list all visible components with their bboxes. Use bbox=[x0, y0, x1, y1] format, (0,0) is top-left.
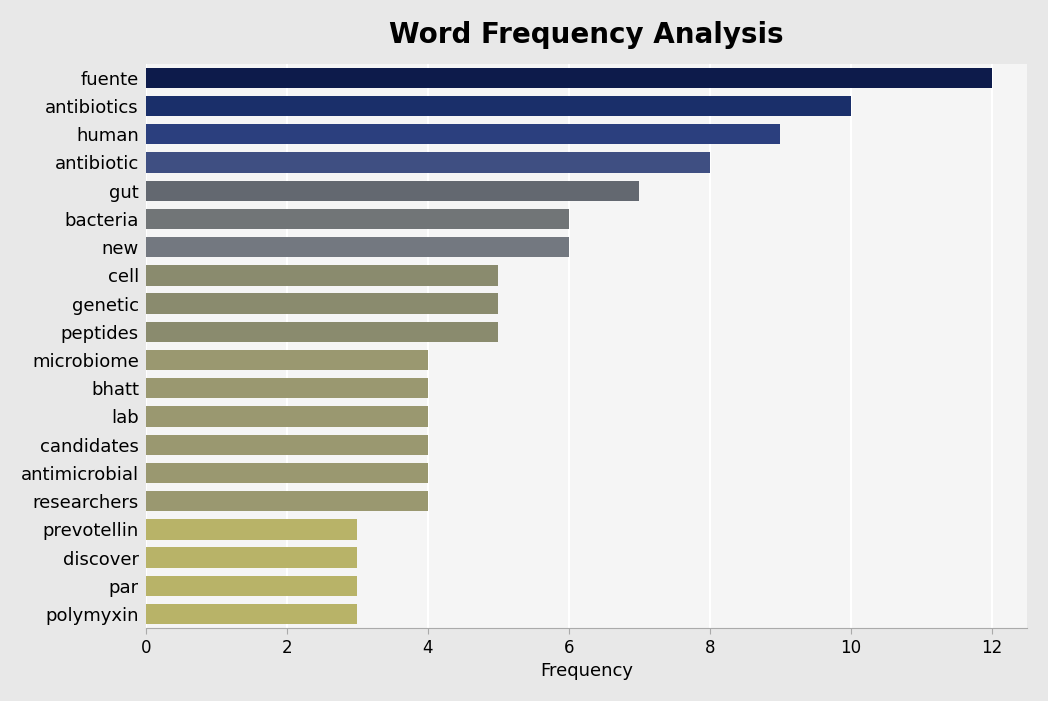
Bar bbox=[146, 463, 428, 483]
Bar bbox=[146, 576, 357, 596]
Bar bbox=[146, 519, 357, 540]
Bar bbox=[146, 265, 499, 285]
Bar bbox=[146, 96, 851, 116]
Bar bbox=[146, 124, 781, 144]
Title: Word Frequency Analysis: Word Frequency Analysis bbox=[389, 21, 784, 49]
Bar bbox=[146, 209, 569, 229]
Bar bbox=[146, 152, 709, 172]
X-axis label: Frequency: Frequency bbox=[540, 662, 633, 680]
Bar bbox=[146, 378, 428, 398]
Bar bbox=[146, 322, 499, 342]
Bar bbox=[146, 547, 357, 568]
Bar bbox=[146, 407, 428, 427]
Bar bbox=[146, 350, 428, 370]
Bar bbox=[146, 181, 639, 201]
Bar bbox=[146, 604, 357, 625]
Bar bbox=[146, 237, 569, 257]
Bar bbox=[146, 435, 428, 455]
Bar bbox=[146, 294, 499, 314]
Bar bbox=[146, 491, 428, 511]
Bar bbox=[146, 67, 991, 88]
